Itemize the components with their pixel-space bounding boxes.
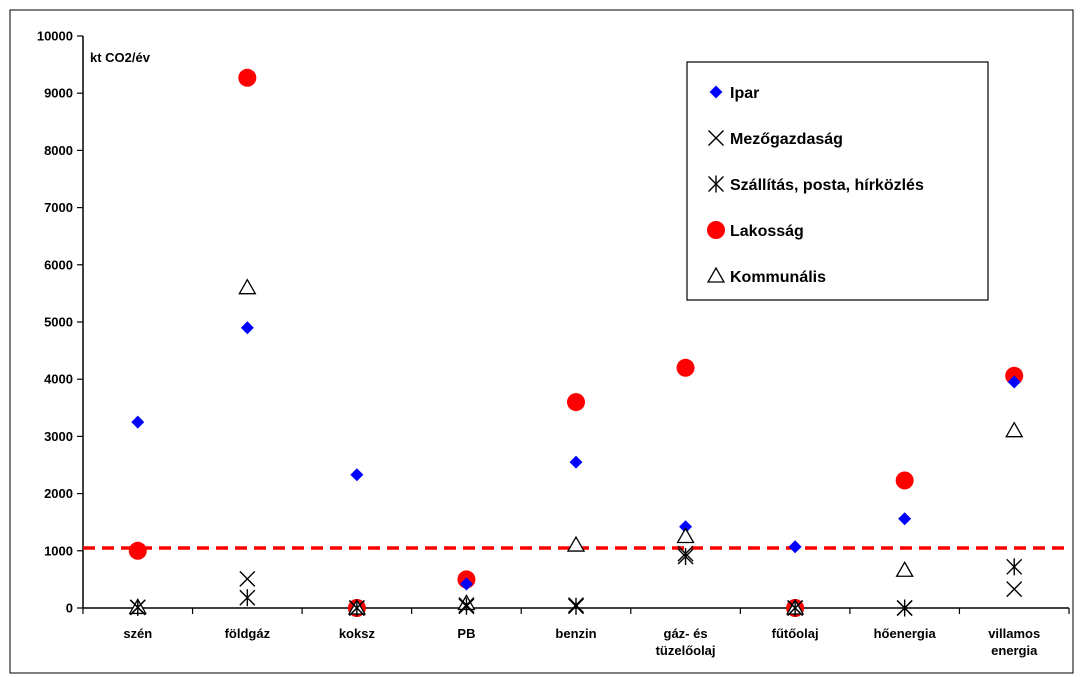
- y-tick-label: 7000: [44, 200, 73, 215]
- data-point: [676, 527, 695, 544]
- x-tick-label: villamos energia: [988, 626, 1040, 658]
- data-point: [239, 570, 256, 587]
- y-tick-label: 6000: [44, 257, 73, 272]
- data-point: [238, 68, 257, 87]
- data-point: [676, 358, 695, 377]
- data-point: [895, 560, 914, 577]
- x-tick-label: hőenergia: [874, 626, 937, 641]
- data-point: [566, 535, 586, 552]
- y-axis-unit-label: kt CO2/év: [90, 50, 151, 65]
- legend: Ipar Mezőgazdaság Szállítás, posta, hírköz…: [686, 61, 989, 301]
- data-points: [128, 68, 1024, 617]
- legend-box: [686, 61, 989, 301]
- data-point: [1007, 375, 1021, 389]
- x-tick-label: PB: [457, 626, 475, 641]
- data-point: [787, 599, 804, 617]
- legend-label: Mezőgazdaság: [730, 131, 843, 148]
- data-point: [129, 598, 146, 616]
- x-axis-ticks: szén földgáz koksz PB benzin gáz- és tüzelőola…: [82, 608, 1070, 658]
- data-point: [568, 597, 584, 615]
- legend-label: Ipar: [730, 85, 759, 102]
- data-point: [240, 321, 254, 335]
- data-point: [1005, 421, 1024, 438]
- data-point: [895, 471, 914, 490]
- legend-label: Kommunális: [730, 269, 826, 286]
- data-point: [569, 455, 583, 469]
- x-tick-label: koksz: [339, 626, 376, 641]
- y-tick-label: 8000: [44, 143, 73, 158]
- legend-marker: [708, 175, 724, 193]
- legend-marker: [706, 266, 726, 283]
- data-point: [239, 589, 256, 607]
- y-tick-label: 4000: [44, 372, 73, 387]
- data-point: [567, 393, 585, 412]
- y-tick-label: 1000: [44, 543, 73, 558]
- data-point: [896, 599, 913, 617]
- y-tick-label: 10000: [37, 29, 73, 44]
- data-point: [458, 597, 475, 615]
- x-tick-label: gáz- és tüzelőolaj: [656, 626, 716, 658]
- legend-items: Ipar Mezőgazdaság Szállítás, posta, hírköz…: [706, 85, 924, 286]
- y-tick-label: 2000: [44, 486, 73, 501]
- data-point: [128, 541, 147, 560]
- y-tick-label: 0: [66, 601, 73, 616]
- data-point: [1006, 581, 1023, 598]
- x-tick-label: szén: [123, 626, 152, 641]
- y-axis-ticks: 0 1000 2000 3000 4000 5000 6000 7000 8000 9000 100…: [37, 29, 83, 616]
- data-point: [350, 468, 364, 482]
- x-tick-label: fűtőolaj: [772, 626, 819, 641]
- data-point: [131, 415, 145, 429]
- data-point: [788, 540, 802, 554]
- legend-marker: [707, 221, 725, 239]
- data-point: [238, 278, 257, 295]
- data-point: [1006, 558, 1023, 576]
- x-tick-label: benzin: [555, 626, 596, 641]
- legend-label: Lakosság: [730, 223, 804, 240]
- x-tick-label: földgáz: [225, 626, 271, 641]
- legend-marker: [709, 85, 723, 99]
- y-tick-label: 3000: [44, 429, 73, 444]
- data-point: [898, 512, 912, 526]
- data-point: [679, 520, 693, 534]
- data-point: [459, 577, 473, 591]
- legend-marker: [708, 130, 724, 146]
- legend-label: Szállítás, posta, hírközlés: [730, 177, 924, 194]
- data-point: [348, 599, 365, 617]
- y-tick-label: 9000: [44, 86, 73, 101]
- y-tick-label: 5000: [44, 315, 73, 330]
- data-point: [677, 548, 694, 566]
